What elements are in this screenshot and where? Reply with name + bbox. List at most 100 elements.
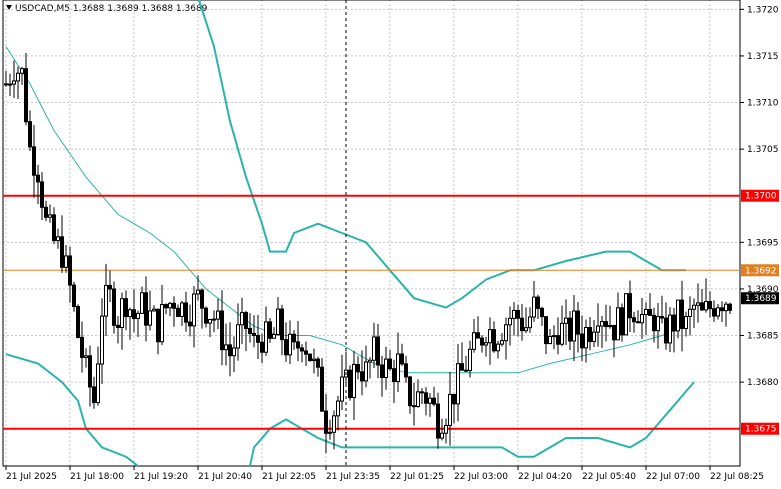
candle-body bbox=[296, 341, 300, 349]
y-tick-label: 1.3720 bbox=[747, 5, 779, 15]
candle-body bbox=[544, 316, 548, 345]
candle-body bbox=[400, 353, 404, 365]
candle-body bbox=[708, 301, 712, 310]
candle-body bbox=[40, 181, 44, 208]
candle-body bbox=[428, 397, 432, 404]
candle-body bbox=[680, 299, 684, 329]
candle-body bbox=[376, 336, 380, 366]
candle-body bbox=[336, 400, 340, 417]
candle-body bbox=[204, 307, 208, 324]
dropdown-triangle-icon[interactable] bbox=[6, 5, 12, 10]
candle-body bbox=[468, 348, 472, 372]
candle-body bbox=[588, 326, 592, 342]
candle-body bbox=[520, 317, 524, 332]
candle-body bbox=[456, 363, 460, 405]
candle-body bbox=[236, 324, 240, 349]
candle-body bbox=[216, 310, 220, 320]
candle-body bbox=[388, 358, 392, 370]
candle-body bbox=[132, 309, 136, 320]
candle-body bbox=[716, 307, 720, 317]
candle-body bbox=[128, 309, 132, 318]
candle-body bbox=[416, 391, 420, 407]
candle-body bbox=[8, 83, 12, 86]
candle-body bbox=[472, 332, 476, 350]
candle-body bbox=[12, 80, 16, 85]
candle-body bbox=[476, 332, 480, 339]
y-tick-label: 1.3710 bbox=[747, 99, 779, 109]
candle-body bbox=[44, 206, 48, 218]
candle-body bbox=[464, 369, 468, 372]
candle-body bbox=[612, 324, 616, 341]
candle-body bbox=[320, 366, 324, 412]
candle-body bbox=[636, 321, 640, 324]
candle-body bbox=[688, 308, 692, 317]
candle-body bbox=[384, 358, 388, 379]
candle-body bbox=[68, 255, 72, 286]
candle-body bbox=[424, 392, 428, 404]
candle-body bbox=[656, 316, 660, 332]
candle-body bbox=[440, 432, 444, 439]
candle-body bbox=[28, 121, 32, 148]
candle-body bbox=[668, 314, 672, 344]
candle-body bbox=[148, 310, 152, 326]
y-tick-label: 1.3715 bbox=[747, 52, 779, 62]
candle-body bbox=[256, 334, 260, 343]
candle-body bbox=[80, 336, 84, 358]
candle-body bbox=[720, 307, 724, 312]
candle-body bbox=[252, 332, 256, 336]
candle-body bbox=[280, 308, 284, 341]
y-tick-label: 1.3690 bbox=[747, 285, 779, 295]
candle-body bbox=[628, 293, 632, 319]
candle-body bbox=[328, 431, 332, 434]
y-tick-label: 1.3705 bbox=[747, 145, 779, 155]
candle-body bbox=[180, 302, 184, 317]
candle-body bbox=[436, 403, 440, 439]
candle-body bbox=[176, 307, 180, 317]
candle-body bbox=[260, 341, 264, 353]
candle-body bbox=[32, 146, 36, 176]
candle-body bbox=[704, 301, 708, 311]
candle-body bbox=[568, 317, 572, 342]
candle-body bbox=[92, 386, 96, 404]
bollinger-middle-band bbox=[5, 46, 687, 374]
candle-body bbox=[632, 317, 636, 323]
candle-body bbox=[140, 292, 144, 314]
candle-body bbox=[348, 369, 352, 399]
candle-body bbox=[584, 326, 588, 349]
last-price-label: 1.3689 bbox=[745, 294, 777, 304]
candle-body bbox=[392, 368, 396, 383]
candle-body bbox=[112, 288, 116, 326]
candle-body bbox=[484, 342, 488, 346]
x-tick-label: 22 Jul 04:20 bbox=[518, 472, 572, 482]
candle-body bbox=[60, 236, 64, 268]
candle-body bbox=[48, 214, 52, 218]
candle-body bbox=[448, 393, 452, 426]
candle-body bbox=[316, 358, 320, 368]
candle-body bbox=[136, 312, 140, 320]
candle-body bbox=[692, 304, 696, 310]
candle-body bbox=[116, 324, 120, 328]
candle-body bbox=[52, 214, 56, 242]
candle-body bbox=[228, 344, 232, 357]
candle-body bbox=[56, 236, 60, 242]
candle-body bbox=[120, 298, 124, 328]
candle-body bbox=[368, 359, 372, 363]
candle-body bbox=[420, 391, 424, 394]
candle-body bbox=[564, 317, 568, 324]
x-tick-label: 22 Jul 01:25 bbox=[390, 472, 444, 482]
candle-body bbox=[480, 337, 484, 346]
candle-body bbox=[372, 336, 376, 361]
candle-body bbox=[200, 289, 204, 309]
level-tag-label: 1.3692 bbox=[745, 266, 777, 276]
level-tag-label: 1.3675 bbox=[745, 425, 777, 435]
y-tick-label: 1.3695 bbox=[747, 238, 779, 248]
x-tick-label: 22 Jul 08:25 bbox=[710, 472, 764, 482]
plot-frame bbox=[2, 0, 741, 467]
candle-body bbox=[84, 355, 88, 358]
candle-body bbox=[304, 350, 308, 355]
candle-body bbox=[288, 333, 292, 356]
candle-body bbox=[360, 371, 364, 382]
candle-body bbox=[536, 296, 540, 309]
